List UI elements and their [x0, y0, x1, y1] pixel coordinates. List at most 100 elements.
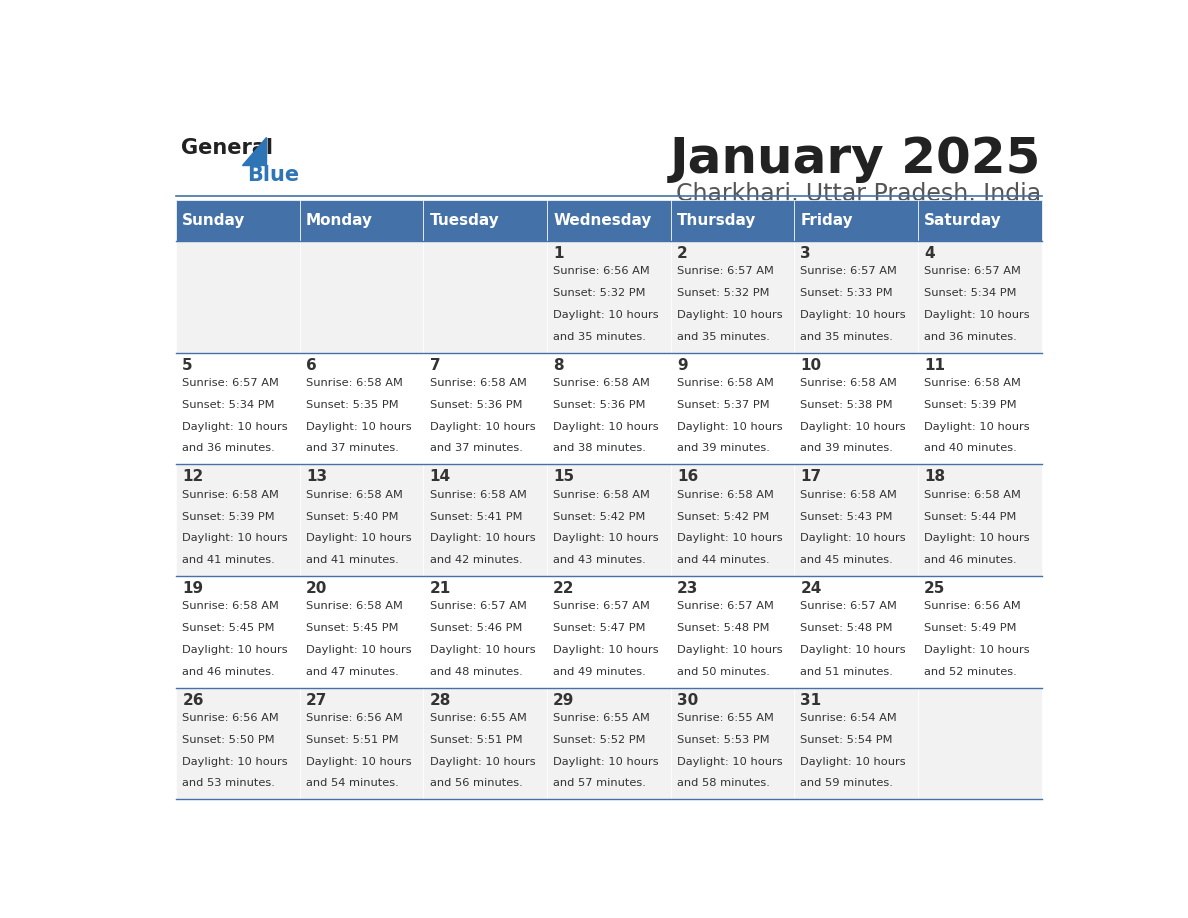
Text: and 40 minutes.: and 40 minutes. — [924, 443, 1017, 453]
Text: and 48 minutes.: and 48 minutes. — [430, 666, 523, 677]
Text: Sunset: 5:42 PM: Sunset: 5:42 PM — [554, 511, 645, 521]
Text: and 35 minutes.: and 35 minutes. — [801, 331, 893, 341]
Bar — [546, 200, 671, 241]
Text: 28: 28 — [430, 692, 451, 708]
Text: Sunrise: 6:58 AM: Sunrise: 6:58 AM — [307, 489, 403, 499]
Text: and 35 minutes.: and 35 minutes. — [554, 331, 646, 341]
Text: Tuesday: Tuesday — [430, 213, 499, 228]
Text: Sunset: 5:44 PM: Sunset: 5:44 PM — [924, 511, 1017, 521]
Text: and 38 minutes.: and 38 minutes. — [554, 443, 646, 453]
Bar — [795, 200, 918, 241]
Text: Daylight: 10 hours: Daylight: 10 hours — [801, 310, 906, 320]
Text: Daylight: 10 hours: Daylight: 10 hours — [182, 421, 287, 431]
Text: Sunset: 5:39 PM: Sunset: 5:39 PM — [924, 400, 1017, 409]
Bar — [546, 353, 671, 465]
Text: Sunrise: 6:58 AM: Sunrise: 6:58 AM — [554, 378, 650, 388]
Text: and 54 minutes.: and 54 minutes. — [307, 778, 399, 789]
Text: Sunset: 5:34 PM: Sunset: 5:34 PM — [924, 288, 1017, 298]
Text: Sunset: 5:32 PM: Sunset: 5:32 PM — [677, 288, 770, 298]
Bar — [299, 688, 423, 800]
Text: 26: 26 — [182, 692, 204, 708]
Text: Sunrise: 6:58 AM: Sunrise: 6:58 AM — [801, 489, 897, 499]
Text: Sunset: 5:47 PM: Sunset: 5:47 PM — [554, 623, 646, 633]
Text: Daylight: 10 hours: Daylight: 10 hours — [801, 533, 906, 543]
Text: and 36 minutes.: and 36 minutes. — [924, 331, 1017, 341]
Bar — [176, 200, 299, 241]
Bar — [918, 688, 1042, 800]
Polygon shape — [242, 137, 266, 165]
Text: General: General — [181, 139, 273, 159]
Bar — [423, 241, 546, 353]
Text: Daylight: 10 hours: Daylight: 10 hours — [924, 310, 1030, 320]
Text: Monday: Monday — [307, 213, 373, 228]
Text: Sunrise: 6:54 AM: Sunrise: 6:54 AM — [801, 713, 897, 723]
Text: and 57 minutes.: and 57 minutes. — [554, 778, 646, 789]
Text: Sunrise: 6:58 AM: Sunrise: 6:58 AM — [677, 378, 773, 388]
Text: Sunset: 5:42 PM: Sunset: 5:42 PM — [677, 511, 769, 521]
Text: Sunrise: 6:57 AM: Sunrise: 6:57 AM — [554, 601, 650, 611]
Text: Sunrise: 6:58 AM: Sunrise: 6:58 AM — [307, 378, 403, 388]
Bar — [176, 688, 299, 800]
Bar — [299, 465, 423, 576]
Bar — [671, 200, 795, 241]
Text: Sunset: 5:37 PM: Sunset: 5:37 PM — [677, 400, 770, 409]
Text: and 41 minutes.: and 41 minutes. — [182, 555, 276, 565]
Text: and 39 minutes.: and 39 minutes. — [801, 443, 893, 453]
Text: Sunset: 5:35 PM: Sunset: 5:35 PM — [307, 400, 398, 409]
Text: Sunrise: 6:58 AM: Sunrise: 6:58 AM — [554, 489, 650, 499]
Text: Daylight: 10 hours: Daylight: 10 hours — [677, 310, 783, 320]
Bar — [671, 576, 795, 688]
Text: and 37 minutes.: and 37 minutes. — [430, 443, 523, 453]
Text: and 39 minutes.: and 39 minutes. — [677, 443, 770, 453]
Text: 1: 1 — [554, 246, 564, 261]
Text: Sunrise: 6:58 AM: Sunrise: 6:58 AM — [430, 489, 526, 499]
Text: 12: 12 — [182, 469, 203, 484]
Text: Sunrise: 6:57 AM: Sunrise: 6:57 AM — [801, 601, 897, 611]
Text: Sunrise: 6:57 AM: Sunrise: 6:57 AM — [677, 266, 773, 276]
Text: Daylight: 10 hours: Daylight: 10 hours — [182, 645, 287, 655]
Bar — [546, 465, 671, 576]
Text: and 51 minutes.: and 51 minutes. — [801, 666, 893, 677]
Text: and 46 minutes.: and 46 minutes. — [924, 555, 1017, 565]
Text: 19: 19 — [182, 581, 203, 596]
Text: Sunset: 5:45 PM: Sunset: 5:45 PM — [307, 623, 398, 633]
Text: Daylight: 10 hours: Daylight: 10 hours — [307, 421, 411, 431]
Bar — [423, 353, 546, 465]
Text: Daylight: 10 hours: Daylight: 10 hours — [554, 533, 659, 543]
Text: Daylight: 10 hours: Daylight: 10 hours — [801, 421, 906, 431]
Text: 7: 7 — [430, 357, 441, 373]
Bar — [795, 576, 918, 688]
Text: Wednesday: Wednesday — [554, 213, 651, 228]
Text: Sunset: 5:49 PM: Sunset: 5:49 PM — [924, 623, 1017, 633]
Text: Daylight: 10 hours: Daylight: 10 hours — [430, 756, 536, 767]
Text: 18: 18 — [924, 469, 946, 484]
Text: and 45 minutes.: and 45 minutes. — [801, 555, 893, 565]
Text: and 47 minutes.: and 47 minutes. — [307, 666, 399, 677]
Text: Daylight: 10 hours: Daylight: 10 hours — [307, 645, 411, 655]
Text: Daylight: 10 hours: Daylight: 10 hours — [677, 533, 783, 543]
Text: Sunset: 5:38 PM: Sunset: 5:38 PM — [801, 400, 893, 409]
Text: Sunrise: 6:57 AM: Sunrise: 6:57 AM — [182, 378, 279, 388]
Bar — [795, 241, 918, 353]
Text: Sunrise: 6:58 AM: Sunrise: 6:58 AM — [924, 489, 1020, 499]
Text: Daylight: 10 hours: Daylight: 10 hours — [307, 533, 411, 543]
Text: 17: 17 — [801, 469, 822, 484]
Text: Sunset: 5:46 PM: Sunset: 5:46 PM — [430, 623, 522, 633]
Text: 29: 29 — [554, 692, 575, 708]
Text: and 41 minutes.: and 41 minutes. — [307, 555, 399, 565]
Bar — [671, 688, 795, 800]
Text: Daylight: 10 hours: Daylight: 10 hours — [924, 533, 1030, 543]
Text: Sunset: 5:48 PM: Sunset: 5:48 PM — [677, 623, 770, 633]
Text: and 36 minutes.: and 36 minutes. — [182, 443, 276, 453]
Bar — [299, 241, 423, 353]
Text: and 46 minutes.: and 46 minutes. — [182, 666, 274, 677]
Text: Sunrise: 6:57 AM: Sunrise: 6:57 AM — [430, 601, 526, 611]
Text: Sunset: 5:39 PM: Sunset: 5:39 PM — [182, 511, 274, 521]
Text: Sunset: 5:50 PM: Sunset: 5:50 PM — [182, 735, 274, 744]
Text: and 49 minutes.: and 49 minutes. — [554, 666, 646, 677]
Bar — [176, 576, 299, 688]
Text: Daylight: 10 hours: Daylight: 10 hours — [677, 756, 783, 767]
Text: January 2025: January 2025 — [670, 135, 1042, 183]
Text: Sunset: 5:53 PM: Sunset: 5:53 PM — [677, 735, 770, 744]
Text: Sunrise: 6:57 AM: Sunrise: 6:57 AM — [801, 266, 897, 276]
